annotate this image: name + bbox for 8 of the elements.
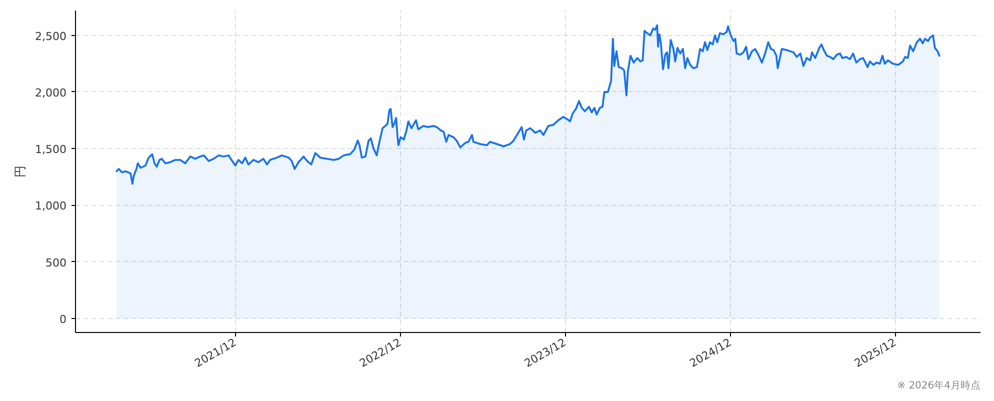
y-tick-label: 1,000 xyxy=(35,200,67,213)
text: ※ 2026年4月時点 xyxy=(897,380,981,392)
y-tick-label: 500 xyxy=(46,256,67,270)
y-tick-label: 2,000 xyxy=(35,86,67,100)
y-tick-label: 2,500 xyxy=(35,30,67,43)
y-axis-title: 円 xyxy=(13,166,28,178)
y-tick-label: 0 xyxy=(60,312,66,326)
y-tick-label: 1,500 xyxy=(35,143,67,156)
